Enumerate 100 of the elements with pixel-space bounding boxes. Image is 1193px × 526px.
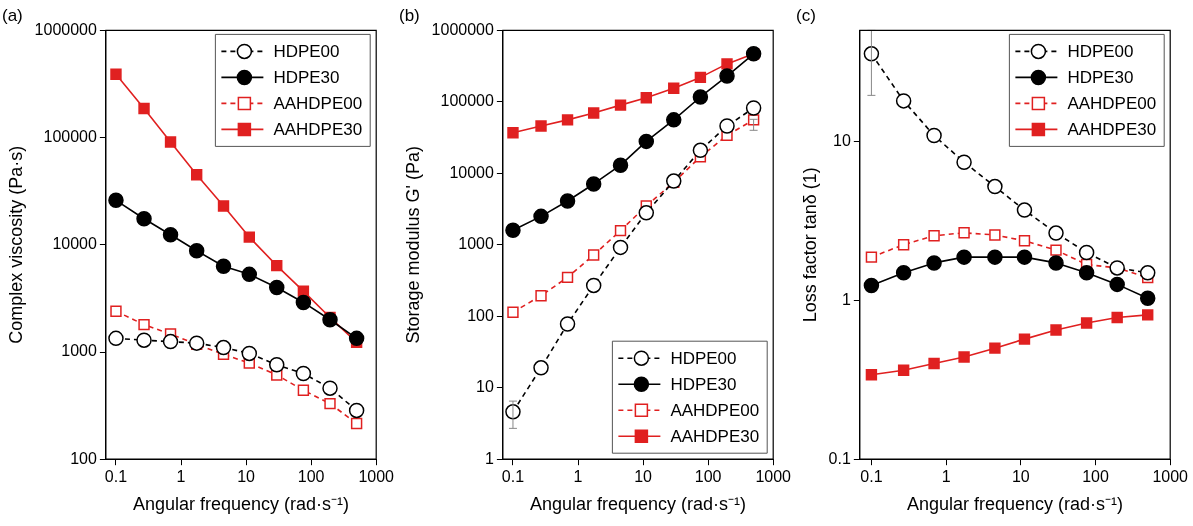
- y-tick-label: 1: [841, 290, 851, 308]
- point: [668, 82, 680, 94]
- x-tick-label: 1: [176, 468, 186, 486]
- point: [865, 369, 878, 381]
- y-tick-label: 100000: [43, 128, 97, 146]
- point: [271, 259, 283, 272]
- point: [666, 112, 682, 128]
- point: [1016, 202, 1033, 218]
- point: [1050, 324, 1062, 336]
- point: [535, 290, 547, 302]
- point: [745, 100, 762, 116]
- point: [295, 294, 312, 311]
- point: [989, 342, 1001, 354]
- point: [692, 142, 709, 159]
- point: [297, 285, 310, 297]
- y-tick-label: 10000: [52, 235, 97, 253]
- point: [1109, 276, 1125, 293]
- point: [322, 311, 338, 328]
- point: [587, 249, 600, 261]
- y-tick-label: 100000: [440, 92, 494, 110]
- point: [863, 46, 880, 62]
- point: [585, 277, 602, 294]
- legend-label: AAHDPE30: [1067, 120, 1157, 140]
- point: [108, 192, 124, 209]
- point: [269, 357, 285, 373]
- point: [958, 227, 970, 239]
- x-tick-label: 1000: [358, 468, 395, 486]
- point: [614, 224, 627, 237]
- point: [1048, 255, 1064, 271]
- point: [895, 93, 912, 109]
- point: [897, 238, 910, 251]
- point: [928, 357, 940, 370]
- point: [612, 239, 629, 256]
- x-tick-label: 10: [634, 468, 653, 486]
- point: [561, 271, 574, 284]
- x-axis-title: Angular frequency (rad·s⁻¹): [906, 494, 1124, 515]
- x-tick-label: 0.1: [501, 468, 525, 486]
- point: [136, 332, 152, 348]
- point: [956, 154, 972, 170]
- point: [215, 258, 232, 275]
- x-tick-label: 100: [1082, 468, 1109, 486]
- point: [507, 127, 519, 139]
- point: [692, 89, 709, 105]
- point: [1111, 311, 1123, 324]
- point: [188, 243, 205, 259]
- point: [324, 397, 336, 410]
- point: [958, 351, 970, 363]
- point: [533, 360, 549, 376]
- point: [243, 231, 255, 243]
- legend-label: AAHDPE00: [670, 400, 760, 420]
- point: [1142, 309, 1154, 321]
- y-axis-title: Complex viscosity (Pa·s): [5, 145, 26, 344]
- x-tick-label: 100: [694, 468, 722, 486]
- point: [215, 339, 232, 356]
- point: [928, 230, 940, 242]
- point: [559, 316, 576, 332]
- x-tick-label: 1000: [1152, 468, 1189, 486]
- legend-label: AAHDPE00: [273, 94, 363, 114]
- point: [926, 127, 942, 144]
- point: [1016, 249, 1033, 265]
- x-tick-label: 1: [573, 468, 583, 486]
- y-tick-label: 1000: [61, 342, 97, 360]
- point: [559, 193, 576, 209]
- x-axis-title: Angular frequency (rad·s⁻¹): [530, 494, 747, 515]
- legend-label: HDPE00: [273, 42, 340, 62]
- point: [1050, 244, 1062, 256]
- point: [322, 380, 338, 396]
- y-tick-label: 1000: [458, 235, 494, 253]
- legend-label: HDPE30: [670, 374, 737, 394]
- legend-label: HDPE00: [1067, 42, 1134, 62]
- y-tick-label: 1: [484, 449, 494, 467]
- point: [1078, 265, 1095, 281]
- point: [956, 249, 972, 265]
- point: [719, 118, 735, 134]
- point: [348, 330, 365, 347]
- point: [987, 249, 1003, 265]
- y-tick-label: 10000: [449, 163, 494, 181]
- point: [1080, 317, 1093, 329]
- x-tick-label: 10: [237, 468, 256, 486]
- chart-title: (c): [796, 5, 816, 25]
- point: [865, 251, 878, 263]
- point: [989, 229, 1001, 241]
- x-tick-label: 1: [941, 468, 951, 486]
- point: [110, 68, 122, 80]
- point: [926, 255, 942, 271]
- y-tick-label: 10: [833, 131, 851, 149]
- legend-label: HDPE30: [273, 68, 340, 88]
- point: [1048, 225, 1064, 241]
- point: [1018, 235, 1031, 247]
- legend-label: HDPE30: [1067, 68, 1134, 88]
- point: [535, 120, 547, 132]
- y-tick-label: 10: [476, 378, 494, 396]
- point: [136, 211, 152, 227]
- point: [614, 99, 627, 111]
- point: [348, 402, 365, 419]
- chart-title: (b): [399, 5, 420, 25]
- y-tick-label: 1000000: [34, 20, 97, 38]
- point: [1139, 290, 1156, 307]
- point: [612, 157, 629, 173]
- x-tick-label: 100: [297, 468, 325, 486]
